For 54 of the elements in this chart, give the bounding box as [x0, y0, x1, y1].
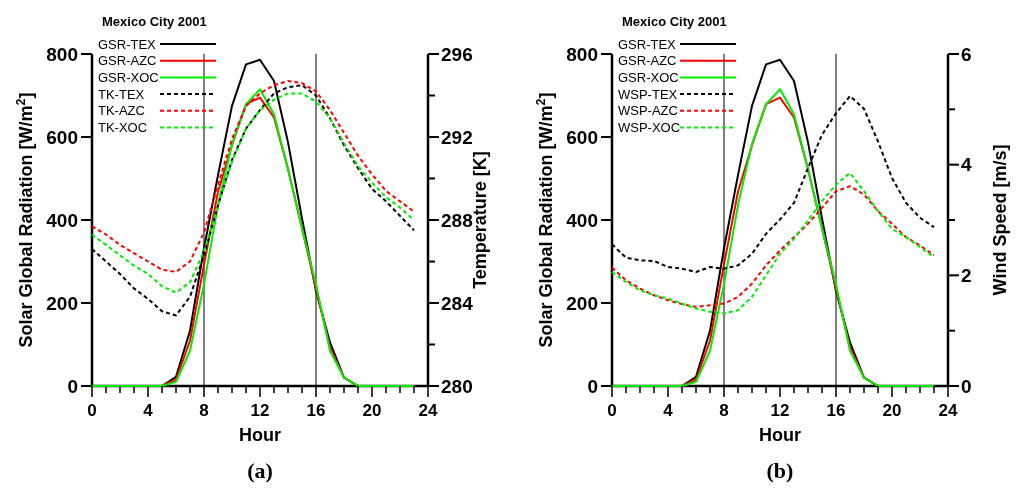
text: (b) [766, 458, 794, 483]
x-tick-label: 4 [143, 401, 154, 420]
y-tick-label: 200 [46, 292, 78, 314]
y-tick-label: 800 [46, 43, 78, 65]
y2-tick-label: 280 [441, 375, 473, 397]
y-tick-label: 400 [566, 209, 598, 231]
y2-tick-label: 292 [441, 126, 473, 148]
legend-label: GSR-TEX [618, 36, 677, 52]
y2-tick-label: 288 [441, 209, 473, 231]
y-tick-label: 0 [67, 375, 78, 397]
legend-label: GSR-XOC [98, 69, 159, 85]
y2-tick-label: 6 [961, 43, 972, 65]
y2-tick-label: 2 [961, 264, 972, 286]
y-tick-label: 600 [566, 126, 598, 148]
x-tick-label: 8 [199, 401, 209, 420]
y-tick-label: 400 [46, 209, 78, 231]
legend-label: GSR-XOC [618, 69, 679, 85]
legend-label: WSP-AZC [618, 103, 678, 119]
x-tick-label: 0 [607, 401, 617, 420]
y2-tick-label: 284 [441, 292, 474, 314]
legend-title: Mexico City 2001 [102, 14, 207, 29]
x-tick-label: 8 [719, 401, 729, 420]
y-tick-label: 0 [587, 375, 598, 397]
legend-label: TK-TEX [98, 86, 145, 102]
line-series [611, 88, 935, 387]
y2-tick-label: 296 [441, 43, 473, 65]
y-tick-label: 800 [566, 43, 598, 65]
legend-label: WSP-TEX [618, 86, 678, 102]
y2-tick-label: 4 [961, 154, 972, 176]
legend-label: GSR-AZC [618, 53, 677, 69]
y-tick-label: 200 [566, 292, 598, 314]
x-tick-label: 24 [938, 401, 958, 420]
x-tick-label: 16 [306, 401, 326, 420]
y2-tick-label: 0 [961, 375, 972, 397]
x-tick-label: 12 [770, 401, 790, 420]
legend-label: TK-AZC [98, 103, 145, 119]
x-tick-label: 20 [882, 401, 902, 420]
y-tick-label: 600 [46, 126, 78, 148]
legend-label: GSR-AZC [98, 53, 157, 69]
x-axis-title: Hour [759, 425, 801, 445]
x-tick-label: 16 [826, 401, 846, 420]
y2-axis-title: Wind Speed [m/s] [990, 144, 1010, 296]
x-tick-label: 0 [87, 401, 97, 420]
x-axis-title: Hour [239, 425, 281, 445]
text: (a) [247, 458, 273, 483]
legend-label: WSP-XOC [618, 120, 681, 136]
x-tick-label: 4 [663, 401, 674, 420]
x-tick-label: 24 [418, 401, 438, 420]
line-series [91, 88, 415, 387]
x-tick-label: 12 [250, 401, 270, 420]
legend-label: GSR-TEX [98, 36, 157, 52]
x-tick-label: 20 [362, 401, 382, 420]
legend-label: TK-XOC [98, 120, 148, 136]
legend-title: Mexico City 2001 [622, 14, 727, 29]
